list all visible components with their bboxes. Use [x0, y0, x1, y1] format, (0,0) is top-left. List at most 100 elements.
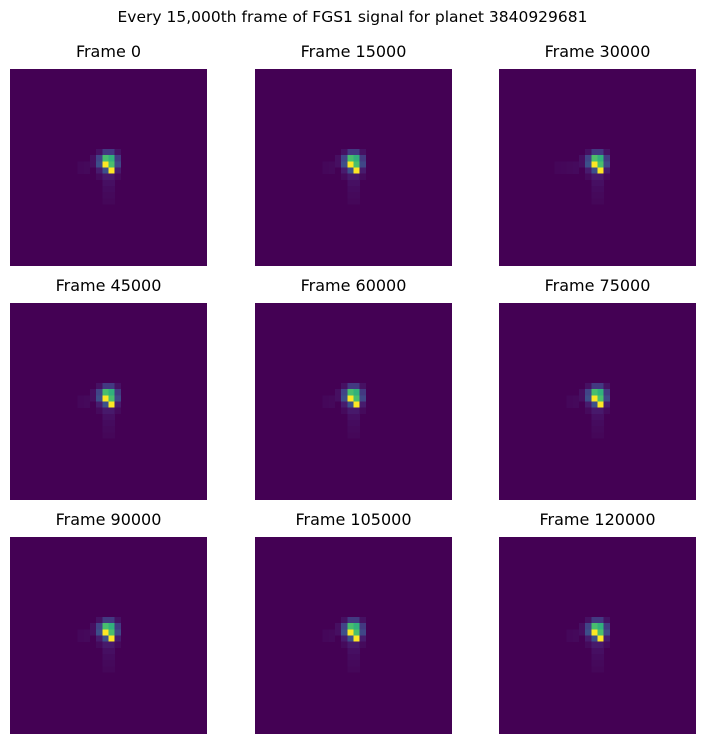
heatmap-cell: [108, 383, 115, 390]
heatmap-cell: [603, 149, 610, 156]
heatmap-cell: [96, 389, 103, 396]
heatmap-cell: [359, 161, 366, 168]
heatmap-image: [499, 69, 696, 266]
panel-title: Frame 105000: [295, 510, 412, 529]
heatmap-cell: [603, 629, 610, 636]
heatmap-cell: [347, 647, 354, 655]
heatmap-cell: [102, 647, 109, 655]
heatmap-cell: [347, 635, 354, 642]
heatmap-cell: [108, 407, 115, 414]
heatmap-cell: [597, 383, 604, 390]
heatmap-cell: [579, 161, 586, 168]
heatmap-cell: [83, 395, 91, 402]
heatmap-cell: [108, 149, 115, 156]
heatmap-cell: [322, 161, 329, 168]
heatmap-cell: [108, 179, 115, 187]
heatmap-cell: [603, 617, 610, 624]
heatmap-cell: [90, 623, 97, 630]
heatmap-cell: [579, 629, 586, 636]
heatmap-cell: [90, 395, 97, 402]
heatmap-cell: [585, 623, 592, 630]
heatmap-cell: [96, 149, 103, 156]
heatmap-cell: [108, 155, 115, 162]
heatmap-cell: [353, 161, 360, 168]
heatmap-cell: [341, 149, 348, 156]
heatmap-cell: [77, 395, 84, 402]
heatmap-cell: [597, 401, 604, 408]
heatmap-cell: [347, 179, 354, 187]
heatmap-cell: [108, 641, 115, 648]
heatmap-cell: [102, 185, 109, 193]
heatmap-cell: [603, 407, 610, 414]
heatmap-cell: [322, 629, 329, 636]
panel-frame-120000: Frame 120000: [499, 510, 696, 734]
heatmap-cell: [341, 401, 348, 408]
heatmap-cell: [603, 635, 610, 642]
heatmap-cell: [114, 167, 121, 174]
heatmap-cell: [102, 407, 109, 414]
heatmap-cell: [591, 161, 598, 168]
heatmap-cell: [96, 617, 103, 624]
heatmap-cell: [347, 666, 354, 673]
heatmap-cell: [353, 623, 360, 630]
heatmap-cell: [114, 389, 121, 396]
heatmap-cell: [341, 155, 348, 162]
heatmap-cell: [353, 198, 360, 205]
heatmap-cell: [603, 173, 610, 180]
heatmap-cell: [102, 395, 109, 402]
heatmap-cell: [335, 623, 342, 630]
heatmap-cell: [341, 173, 348, 180]
heatmap-cell: [108, 395, 115, 402]
heatmap-cell: [108, 623, 115, 630]
heatmap-cell: [566, 635, 573, 642]
heatmap-cell: [102, 426, 109, 433]
heatmap-cell: [102, 629, 109, 636]
heatmap-cell: [341, 161, 348, 168]
heatmap-cell: [102, 179, 109, 187]
heatmap-cell: [114, 161, 121, 168]
heatmap-cell: [77, 167, 84, 174]
heatmap-image: [10, 303, 207, 500]
heatmap-cell: [347, 173, 354, 180]
heatmap-cell: [108, 173, 115, 180]
heatmap-cell: [591, 660, 598, 667]
heatmap-cell: [102, 623, 109, 630]
heatmap-cell: [96, 641, 103, 648]
heatmap-cell: [322, 395, 329, 402]
heatmap-cell: [102, 641, 109, 648]
heatmap-cell: [347, 198, 354, 205]
heatmap-cell: [102, 198, 109, 205]
heatmap-cell: [597, 407, 604, 414]
heatmap-cell: [83, 629, 91, 636]
heatmap-cell: [591, 617, 598, 624]
heatmap-cell: [603, 383, 610, 390]
heatmap-cell: [566, 395, 573, 402]
heatmap-cell: [114, 629, 121, 636]
heatmap-cell: [341, 167, 348, 174]
heatmap-cell: [597, 161, 604, 168]
heatmap-cell: [591, 185, 598, 193]
heatmap-cell: [347, 389, 354, 396]
heatmap-cell: [585, 389, 592, 396]
heatmap-cell: [341, 389, 348, 396]
heatmap-cell: [572, 635, 580, 642]
heatmap-cell: [591, 395, 598, 402]
heatmap-cell: [603, 401, 610, 408]
heatmap-cell: [597, 389, 604, 396]
heatmap-cell: [114, 383, 121, 390]
panel-frame-105000: Frame 105000: [255, 510, 452, 734]
heatmap-cell: [353, 647, 360, 655]
heatmap-cell: [108, 666, 115, 673]
heatmap-cell: [96, 161, 103, 168]
heatmap-cell: [566, 401, 573, 408]
heatmap-cell: [96, 635, 103, 642]
heatmap-cell: [579, 623, 586, 630]
heatmap-cell: [359, 383, 366, 390]
heatmap-cell: [96, 629, 103, 636]
heatmap-cell: [597, 432, 604, 439]
heatmap-cell: [597, 198, 604, 205]
heatmap-cell: [322, 167, 329, 174]
heatmap-cell: [353, 617, 360, 624]
heatmap-cell: [597, 666, 604, 673]
heatmap-cell: [597, 426, 604, 433]
